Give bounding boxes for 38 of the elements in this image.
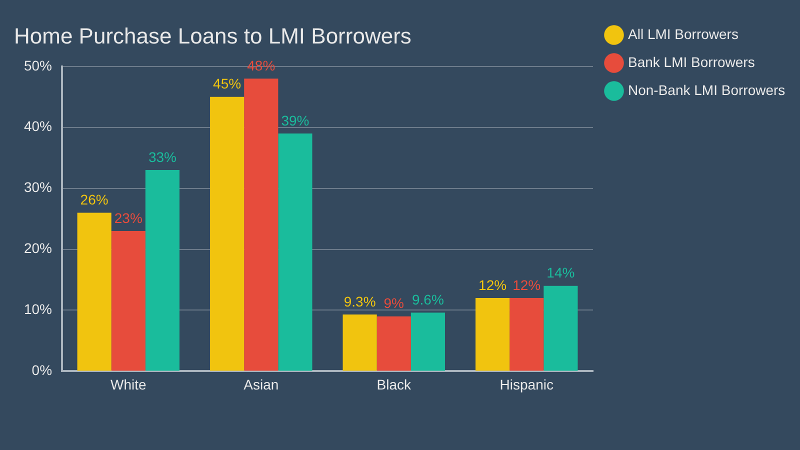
legend-label: Bank LMI Borrowers [628, 54, 755, 70]
data-label: 9.6% [412, 292, 444, 308]
y-tick-label: 20% [24, 240, 52, 256]
data-label: 12% [512, 276, 541, 293]
bar [410, 312, 445, 371]
x-tick-label: Black [376, 376, 412, 392]
data-label: 33% [148, 148, 176, 165]
y-tick-label: 10% [24, 301, 52, 318]
data-label: 23% [114, 210, 142, 226]
data-label: 45% [213, 76, 242, 92]
bar [145, 170, 180, 371]
x-tick-label: Asian [244, 376, 279, 392]
bar [476, 298, 510, 371]
bar [376, 316, 411, 371]
y-tick-label: 0% [32, 362, 52, 378]
bar [244, 78, 278, 371]
legend-label: Non-Bank LMI Borrowers [628, 82, 786, 98]
data-label: 9% [384, 295, 404, 312]
legend-label: All LMI Borrowers [628, 26, 738, 42]
bar [278, 133, 312, 371]
bar [210, 96, 244, 371]
bar [111, 230, 146, 371]
data-label: 48% [247, 57, 276, 74]
data-label: 26% [80, 192, 108, 208]
chart-title: Home Purchase Loans to LMI Borrowers [14, 23, 412, 48]
bar [510, 298, 544, 371]
x-tick-label: Hispanic [500, 376, 554, 392]
bar [544, 286, 578, 371]
data-label: 12% [478, 276, 507, 293]
bar [342, 314, 377, 371]
data-label: 9.3% [344, 293, 376, 310]
data-label: 39% [281, 112, 310, 128]
y-tick-label: 50% [24, 57, 52, 74]
x-tick-label: White [110, 376, 146, 392]
y-tick-label: 40% [24, 118, 52, 134]
bar [77, 212, 112, 371]
y-tick-label: 30% [24, 179, 52, 196]
data-label: 14% [546, 264, 575, 281]
